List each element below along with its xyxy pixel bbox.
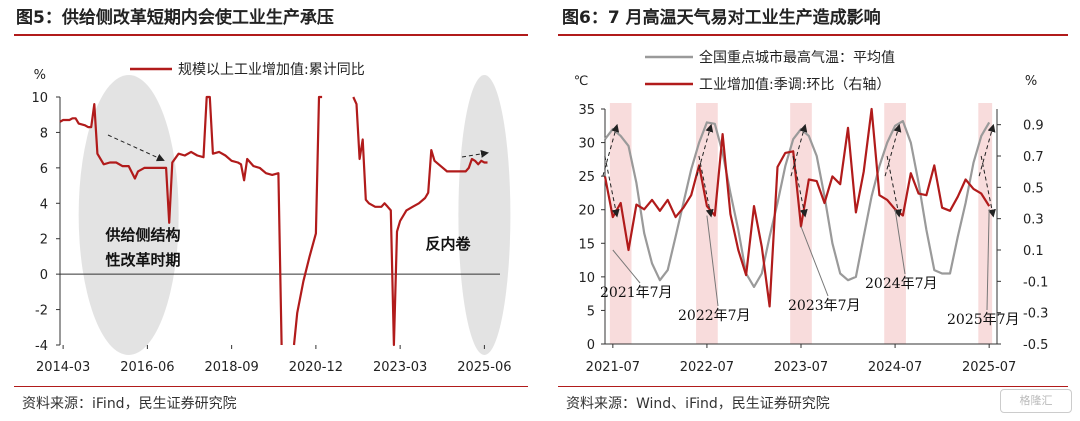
right-y-tick-label: -0.1 [1023, 275, 1048, 290]
temperature-line [604, 120, 991, 288]
y-tick-label: 6 [40, 162, 48, 177]
x-tick-label: 2021-07 [586, 360, 640, 375]
right-title-rule [558, 34, 1068, 36]
x-tick-label: 2018-09 [204, 360, 258, 375]
july-label-leader [894, 209, 906, 275]
july-label: 2022年7月 [678, 308, 751, 324]
x-tick-label: 2023-07 [774, 360, 828, 375]
y-tick-label: 2 [40, 233, 48, 248]
right-axis-unit: % [1025, 74, 1037, 89]
left-y-tick-label: 15 [578, 237, 595, 252]
right-footer-rule [558, 386, 1068, 387]
legend-label-temperature: 全国重点城市最高气温：平均值 [699, 49, 895, 66]
left-y-tick-label: 5 [587, 304, 595, 319]
july-label-leader [800, 226, 829, 297]
legend-label-industrial-output: 规模以上工业增加值:累计同比 [178, 62, 365, 78]
x-tick-label: 2016-06 [120, 360, 174, 375]
left-footer-rule [14, 386, 528, 387]
left-y-tick-label: 25 [578, 170, 595, 185]
x-tick-label: 2025-07 [962, 360, 1016, 375]
x-tick-label: 2022-07 [680, 360, 734, 375]
july-label-leader [612, 249, 641, 284]
july-label-leader [986, 209, 990, 311]
trend-arrow-anti-involution [461, 149, 489, 158]
right-y-tick-label: 0.9 [1023, 119, 1044, 134]
right-chart-title: 图6：7 月高温天气易对工业生产造成影响 [562, 8, 881, 28]
right-y-tick-label: -0.5 [1023, 338, 1048, 353]
left-y-tick-label: 35 [578, 103, 595, 118]
y-tick-label: 4 [40, 197, 48, 212]
temperature-rise-arrow [602, 123, 620, 177]
july-label: 2021年7月 [600, 285, 673, 301]
industrial-output-line [59, 95, 283, 346]
legend-label-industrial-mom: 工业增加值:季调:环比（右轴） [699, 77, 890, 93]
right-y-tick-label: -0.3 [1023, 307, 1048, 322]
output-drop-arrow [886, 155, 902, 218]
annotation-supply-side-line1: 供给侧结构 [104, 226, 180, 244]
temperature-rise-arrow [978, 123, 996, 177]
right-source-note: 资料来源：Wind、iFind，民生证券研究院 [566, 396, 830, 412]
july-label: 2024年7月 [865, 276, 938, 292]
right-y-tick-label: 0.5 [1023, 181, 1044, 196]
left-y-tick-label: 30 [578, 137, 595, 152]
supply-side-period-highlight [78, 75, 179, 355]
x-tick-label: 2023-03 [373, 360, 427, 375]
y-tick-label: 10 [31, 91, 48, 106]
y-tick-label: -4 [35, 339, 48, 354]
industrial-output-line [292, 95, 323, 346]
annotation-anti-involution: 反内卷 [425, 235, 471, 253]
x-tick-label: 2025-06 [457, 360, 511, 375]
y-tick-label: 8 [40, 126, 48, 141]
left-title-rule [14, 34, 528, 36]
july-highlight-band [978, 103, 993, 344]
july-label-leader [706, 215, 719, 307]
right-y-tick-label: 0.3 [1023, 213, 1044, 228]
left-y-tick-label: 20 [578, 204, 595, 219]
output-drop-arrow [698, 155, 714, 218]
anti-involution-period-highlight [458, 75, 511, 355]
output-drop-arrow [792, 155, 808, 218]
x-tick-label: 2020-12 [289, 360, 343, 375]
temperature-rise-arrow [696, 123, 714, 177]
july-highlight-band [696, 103, 718, 344]
right-y-tick-label: 0.7 [1023, 150, 1044, 165]
watermark-logo: 格隆汇 [1000, 389, 1072, 413]
y-axis-unit: % [34, 68, 46, 83]
right-y-tick-label: 0.1 [1023, 244, 1044, 259]
x-tick-label: 2014-03 [36, 360, 90, 375]
industrial-mom-line [603, 107, 991, 308]
july-highlight-band [884, 103, 906, 344]
y-tick-label: -2 [35, 304, 48, 319]
left-y-tick-label: 10 [578, 271, 595, 286]
trend-arrow-supply-side [107, 134, 165, 162]
y-tick-label: 0 [40, 268, 48, 283]
left-chart-title: 图5：供给侧改革短期内会使工业生产承压 [16, 8, 334, 28]
left-chart: % -4 -2 0 2 4 6 8 10 2014-03 2016-06 2018-09 2020-12… [31, 62, 511, 375]
temperature-rise-arrow [790, 123, 808, 177]
right-chart: ℃ % 0 5 10 15 20 25 30 35 -0.5 -0.3 -0.1 0.1 0.3 0.5 0.7… [574, 49, 1049, 375]
x-tick-label: 2024-07 [868, 360, 922, 375]
annotation-supply-side-line2: 性改革时期 [105, 251, 180, 269]
industrial-output-line [352, 96, 488, 347]
output-drop-arrow [604, 155, 620, 218]
july-label: 2023年7月 [788, 298, 861, 314]
left-axis-unit: ℃ [574, 74, 589, 89]
output-drop-arrow [980, 155, 996, 218]
july-label: 2025年7月 [947, 312, 1020, 328]
july-highlight-band [609, 103, 632, 344]
left-source-note: 资料来源：iFind，民生证券研究院 [22, 396, 237, 412]
left-y-tick-label: 0 [587, 338, 595, 353]
temperature-rise-arrow [884, 123, 902, 177]
